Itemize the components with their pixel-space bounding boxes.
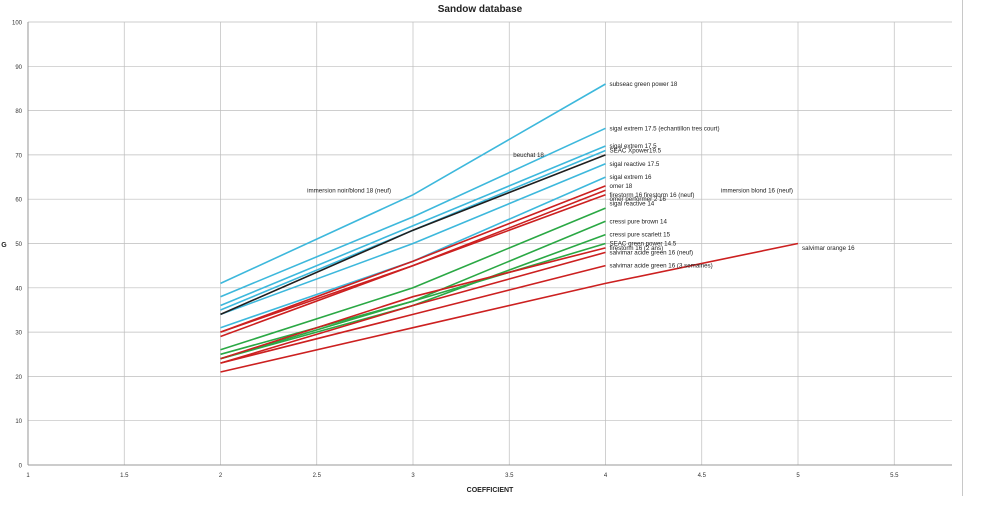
series-lines (220, 83, 799, 373)
y-tick-label: 80 (15, 109, 22, 115)
series-label-13: SEAC green power 14.5 (610, 241, 677, 248)
series-line-7 (220, 185, 606, 333)
x-tick-label: 3 (411, 473, 415, 479)
series-line-15 (220, 251, 606, 364)
y-tick-label: 40 (15, 286, 22, 292)
series-line-17 (220, 242, 799, 373)
series-label-2: sigal extrem 17.5 (610, 143, 658, 150)
plot-frame-edge (962, 0, 963, 496)
series-label-7: omer 18 (610, 183, 633, 190)
series-label-0: subseac green power 18 (610, 81, 678, 88)
series-line-16 (220, 264, 606, 364)
series-line-4 (220, 163, 606, 316)
x-tick-label: 5 (796, 473, 800, 479)
y-axis-label: G (1, 242, 7, 249)
series-label-15: salvimar acide green 16 (neuf) (610, 249, 694, 256)
series-label-14: firestorm 16 (2 ans) (610, 245, 664, 252)
y-tick-label: 30 (15, 331, 22, 337)
y-tick-label: 60 (15, 198, 22, 204)
series-label-5: sigal extrem 16 (610, 174, 653, 181)
series-label-10: sigal reactive 14 (610, 201, 655, 208)
series-label-12: cressi pure scarlett 15 (610, 232, 671, 239)
series-line-9 (220, 194, 606, 338)
x-axis-label: COEFFICIENT (467, 487, 514, 494)
y-tick-label: 10 (15, 419, 22, 425)
series-line-10 (220, 207, 606, 351)
y-tick-label: 0 (19, 464, 23, 470)
axes: 0 10 20 30 40 50 60 70 80 90 100 1 1.5 2 2.5 3 3.5 4 4.5 5 5… (12, 21, 952, 479)
annotation-0: immersion noir/blond 18 (neuf) (307, 187, 391, 194)
series-label-1: sigal extrem 17.5 (echantillon tres cour… (610, 125, 720, 132)
y-tick-label: 70 (15, 153, 22, 159)
x-tick-label: 3.5 (505, 473, 514, 479)
chart-title: Sandow database (438, 4, 523, 15)
y-tick-label: 50 (15, 242, 22, 248)
series-label-6: beuchat 18 (513, 152, 544, 159)
y-tick-label: 90 (15, 65, 22, 71)
series-line-0 (220, 83, 606, 285)
series-line-14 (220, 247, 606, 360)
series-label-3: SEAC Xpower19.5 (610, 147, 662, 154)
series-line-1 (220, 127, 606, 298)
x-tick-label: 1.5 (120, 473, 129, 479)
series-label-8: firestorm 16 firestorm 16 (neuf) (610, 192, 695, 199)
x-tick-label: 1 (26, 473, 30, 479)
series-line-13 (220, 242, 606, 360)
series-label-16: salvimar acide green 16 (3 semaines) (610, 263, 713, 270)
y-tick-label: 20 (15, 375, 22, 381)
series-line-6 (220, 154, 606, 316)
x-tick-label: 4 (604, 473, 608, 479)
y-tick-label: 100 (12, 21, 23, 27)
annotation-1: immersion blond 16 (neuf) (721, 187, 793, 194)
series-label-11: cressi pure brown 14 (610, 218, 668, 225)
x-tick-label: 2 (219, 473, 223, 479)
series-label-4: sigal reactive 17.5 (610, 161, 660, 168)
series-labels: subseac green power 18 sigal extrem 17.5 … (307, 81, 855, 270)
x-tick-label: 4.5 (698, 473, 707, 479)
grid (27, 21, 952, 466)
series-line-2 (220, 145, 606, 307)
series-label-17: salvimar orange 16 (802, 245, 855, 252)
series-label-9: omer performer 2 16 (610, 196, 667, 203)
x-tick-label: 5.5 (890, 473, 899, 479)
x-tick-label: 2.5 (313, 473, 322, 479)
